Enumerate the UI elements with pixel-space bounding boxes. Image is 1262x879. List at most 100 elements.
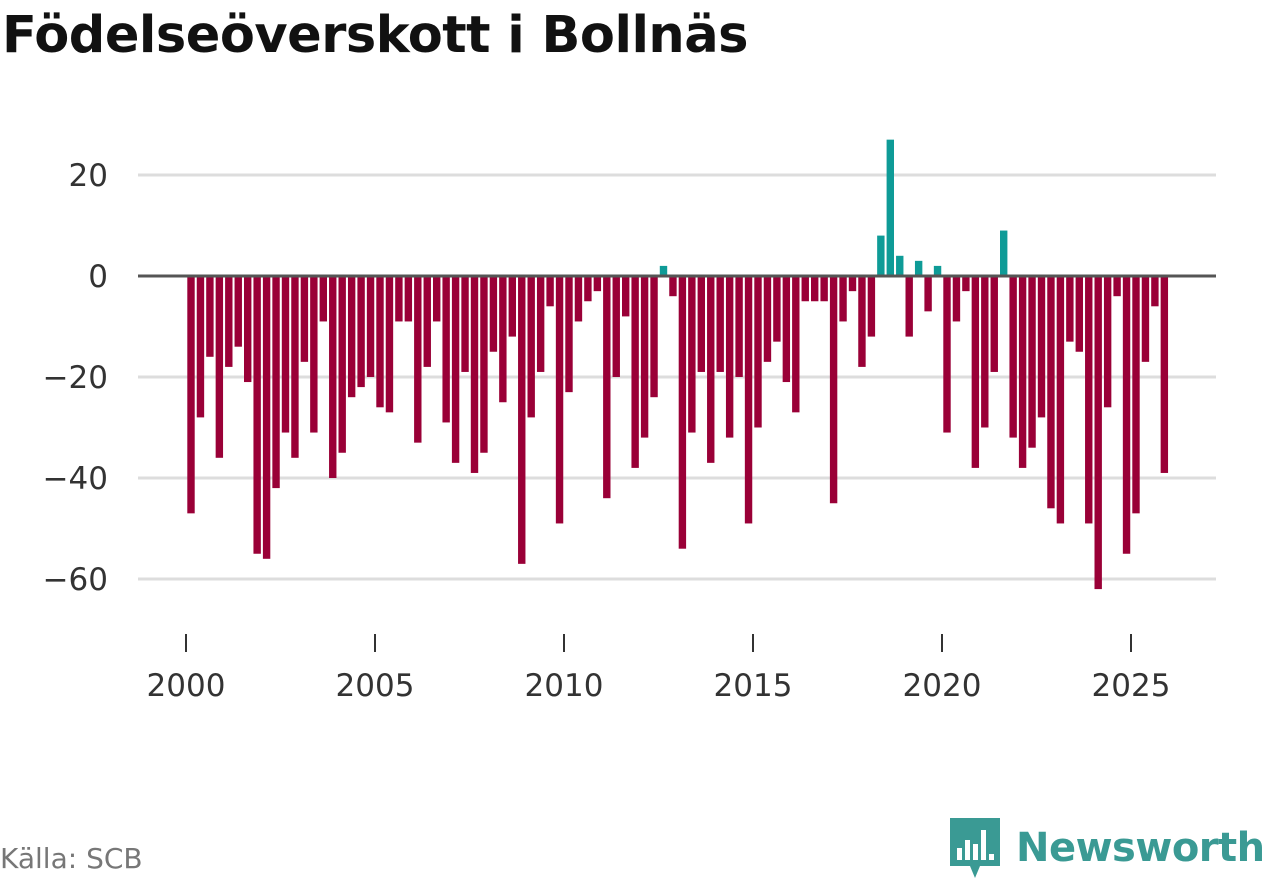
y-axis: 20 0 −20 −40 −60 xyxy=(43,158,108,598)
x-tick-label: 2010 xyxy=(525,668,604,704)
bar xyxy=(593,276,602,292)
bar xyxy=(1037,276,1046,418)
bar xyxy=(688,276,696,433)
bar xyxy=(952,276,961,322)
bar xyxy=(792,276,800,413)
bars xyxy=(187,139,1169,590)
x-tick-label: 2015 xyxy=(714,668,793,704)
bar xyxy=(404,276,413,322)
bar xyxy=(225,276,233,367)
bar xyxy=(1132,276,1140,514)
bar xyxy=(640,276,649,438)
bar xyxy=(1000,230,1008,276)
bar xyxy=(924,276,932,312)
bar xyxy=(366,276,375,377)
bar xyxy=(310,276,318,433)
bar xyxy=(329,276,337,478)
bar xyxy=(735,276,743,377)
gridlines xyxy=(138,173,1216,581)
bar xyxy=(914,260,923,276)
bar xyxy=(291,276,299,458)
x-tick-label: 2005 xyxy=(336,668,415,704)
bar xyxy=(1160,276,1169,473)
bar xyxy=(234,276,242,347)
bar xyxy=(811,276,819,302)
bar xyxy=(508,276,516,337)
bar xyxy=(858,276,866,367)
x-tick-label: 2000 xyxy=(147,668,226,704)
bar xyxy=(253,276,261,554)
bar xyxy=(763,276,772,362)
bar xyxy=(574,276,583,322)
source-note: Källa: SCB xyxy=(0,842,143,875)
newsworthy-logo: Newsworthy xyxy=(950,818,1262,878)
bar xyxy=(829,276,838,504)
bar xyxy=(414,276,422,443)
chart-title: Födelseöverskott i Bollnäs xyxy=(2,6,749,65)
bar xyxy=(905,276,913,337)
bar xyxy=(744,276,753,524)
bar xyxy=(669,276,677,297)
x-axis: 2000 2005 2010 2015 2020 2025 xyxy=(147,634,1171,704)
bar-chart: 20 0 −20 −40 −60 2000 2005 2010 2015 2020 2025 xyxy=(43,139,1216,704)
bar xyxy=(971,276,980,468)
bar xyxy=(518,276,526,564)
bar xyxy=(347,276,356,398)
bar xyxy=(461,276,469,372)
bar xyxy=(650,276,658,398)
y-tick-label: −60 xyxy=(43,562,108,598)
bar xyxy=(1103,276,1112,408)
bar xyxy=(489,276,498,352)
bar xyxy=(962,276,970,292)
bar xyxy=(470,276,479,473)
bar xyxy=(981,276,989,428)
bar xyxy=(877,235,885,276)
bar xyxy=(933,265,942,276)
bar xyxy=(196,276,205,418)
bar xyxy=(707,276,715,463)
bar xyxy=(1094,276,1102,590)
bar xyxy=(499,276,507,403)
bar xyxy=(262,276,271,559)
bar xyxy=(555,276,564,524)
bar xyxy=(442,276,450,423)
bar xyxy=(1009,276,1017,438)
bar xyxy=(1113,276,1121,297)
bar xyxy=(773,276,781,342)
bar xyxy=(678,276,687,549)
bar xyxy=(244,276,252,383)
bar xyxy=(612,276,620,377)
bar xyxy=(1141,276,1150,362)
bar xyxy=(1056,276,1065,524)
bar xyxy=(1066,276,1074,342)
bar xyxy=(1047,276,1055,509)
bar xyxy=(565,276,573,393)
bar xyxy=(187,276,195,514)
bar xyxy=(385,276,394,413)
bar xyxy=(801,276,809,302)
bar xyxy=(839,276,847,322)
brand-name: Newsworthy xyxy=(1016,825,1262,871)
bar xyxy=(215,276,224,458)
bar xyxy=(716,276,724,372)
bar xyxy=(603,276,611,499)
bar xyxy=(697,276,705,372)
bar xyxy=(281,276,290,433)
bar xyxy=(433,276,441,322)
bar xyxy=(546,276,554,307)
bar xyxy=(423,276,431,367)
bar xyxy=(782,276,791,383)
bar xyxy=(886,139,894,276)
bar xyxy=(584,276,592,302)
bar xyxy=(451,276,460,463)
x-tick-label: 2025 xyxy=(1092,668,1171,704)
y-tick-label: 20 xyxy=(69,158,108,194)
y-tick-label: 0 xyxy=(88,259,108,295)
bar xyxy=(1151,276,1159,307)
bar xyxy=(480,276,488,453)
bar xyxy=(272,276,280,489)
bar xyxy=(896,255,904,276)
y-tick-label: −40 xyxy=(43,461,108,497)
bar xyxy=(754,276,762,428)
bar xyxy=(848,276,857,292)
